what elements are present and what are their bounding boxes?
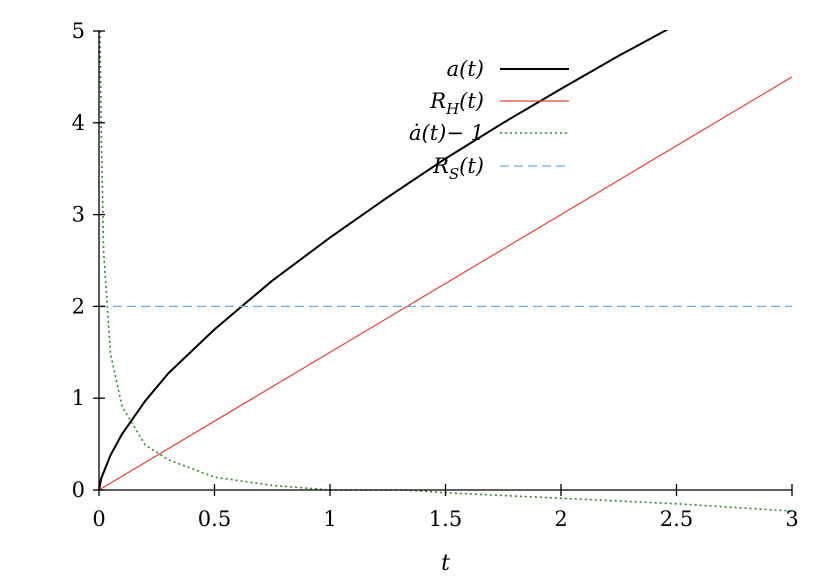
y-tick-label: 0 [72,478,85,502]
y-tick-label: 1 [72,386,85,410]
series-line-1 [99,76,792,491]
legend-label: a(t) [447,57,484,81]
legend-label: ȧ(t)− 1 [409,121,484,145]
series-line-0 [99,30,669,491]
legend: a(t) RH(t) ȧ(t)− 1 RS(t) [409,57,569,183]
legend-label: RH(t) [429,89,484,118]
x-tick-label: 3 [785,507,798,531]
legend-label: RS(t) [432,154,484,183]
legend-item: RH(t) [429,89,569,118]
x-axis-title: t [441,551,450,576]
x-tick-label: 1 [323,507,336,531]
x-tick-label: 1.5 [429,507,462,531]
y-tick-label: 4 [72,111,85,135]
x-tick-label: 2.5 [660,507,693,531]
y-tick-label: 2 [72,294,85,318]
x-tick-label: 0 [92,507,105,531]
axes-layer: 0 0.5 1 1.5 2 2.5 3 0 1 2 3 4 5 [72,19,799,531]
y-tick-label: 3 [72,203,85,227]
y-tick-label: 5 [72,19,85,43]
legend-item: ȧ(t)− 1 [409,121,569,145]
x-tick-label: 0.5 [198,507,231,531]
legend-item: RS(t) [432,154,569,183]
legend-item: a(t) [447,57,569,81]
series-layer [99,30,792,512]
x-tick-label: 2 [554,507,567,531]
